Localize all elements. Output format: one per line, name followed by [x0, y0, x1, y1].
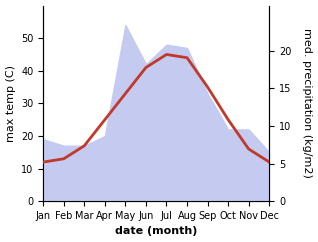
- Y-axis label: med. precipitation (kg/m2): med. precipitation (kg/m2): [302, 28, 313, 178]
- X-axis label: date (month): date (month): [115, 227, 197, 236]
- Y-axis label: max temp (C): max temp (C): [5, 65, 16, 142]
